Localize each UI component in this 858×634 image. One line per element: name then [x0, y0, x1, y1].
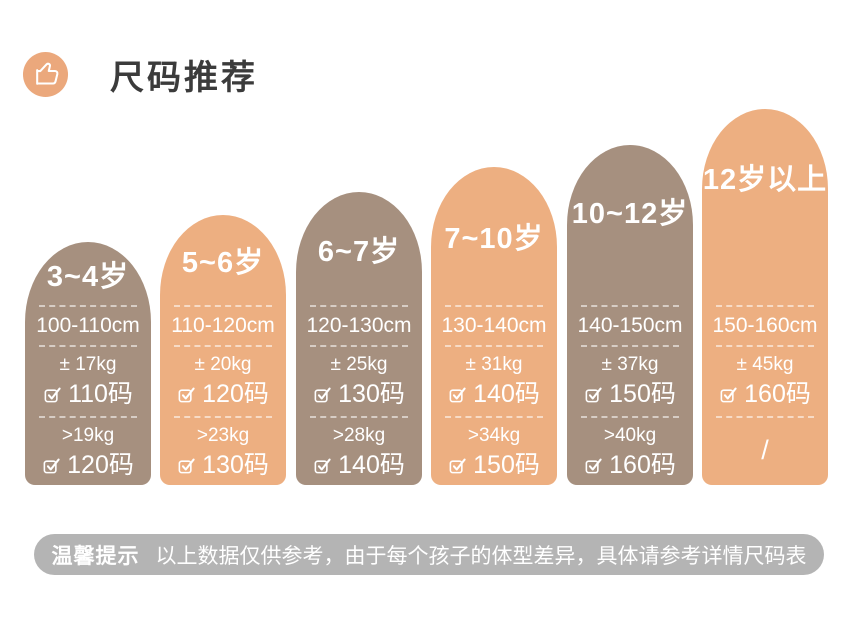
size-pillar-12-plus: 12岁以上 150-160cm ± 45kg 160码 /: [702, 109, 828, 485]
footer-note: 温馨提示 以上数据仅供参考，由于每个孩子的体型差异，具体请参考详情尺码表: [34, 534, 824, 575]
size-primary: 150码: [567, 378, 693, 411]
size-pillar-7-10: 7~10岁 130-140cm ± 31kg 140码 >34kg: [431, 167, 557, 485]
dashed-divider: [581, 345, 679, 347]
size-chart: 3~4岁 100-110cm ± 17kg 110码 >19kg: [25, 109, 828, 485]
height-range: 150-160cm: [712, 314, 818, 337]
age-label: 7~10岁: [444, 223, 544, 255]
page-title: 尺码推荐: [110, 59, 258, 97]
checkbox-icon: [314, 458, 331, 474]
header: 尺码推荐: [22, 50, 258, 99]
size-primary: 110码: [25, 378, 151, 411]
checkbox-icon: [449, 458, 466, 474]
dashed-divider: [445, 345, 543, 347]
weight-secondary: >19kg: [61, 425, 115, 446]
weight-primary: ± 20kg: [194, 354, 252, 375]
size-primary: 140码: [431, 378, 557, 411]
footer-note-text: 以上数据仅供参考，由于每个孩子的体型差异，具体请参考详情尺码表: [155, 544, 807, 568]
weight-primary: ± 37kg: [601, 354, 659, 375]
dashed-divider: [445, 305, 543, 307]
size-primary: 130码: [296, 378, 422, 411]
age-label: 5~6岁: [181, 247, 265, 279]
age-label: 10~12岁: [571, 198, 689, 230]
checkbox-icon: [178, 458, 195, 474]
dashed-divider: [174, 305, 272, 307]
size-secondary: 150码: [431, 449, 557, 482]
footer-note-label: 温馨提示: [51, 544, 140, 568]
checkbox-icon: [44, 387, 61, 403]
thumbs-up-icon: [22, 51, 69, 98]
checkbox-icon: [43, 458, 60, 474]
size-pillar-5-6: 5~6岁 110-120cm ± 20kg 120码 >23kg: [160, 215, 286, 485]
checkbox-icon: [585, 458, 602, 474]
weight-primary: ± 31kg: [465, 354, 523, 375]
size-secondary: 130码: [160, 449, 286, 482]
dashed-divider: [310, 345, 408, 347]
height-range: 130-140cm: [441, 314, 547, 337]
dashed-divider: [174, 345, 272, 347]
checkbox-icon: [449, 387, 466, 403]
height-range: 100-110cm: [36, 314, 140, 337]
size-pillar-6-7: 6~7岁 120-130cm ± 25kg 130码 >28kg: [296, 192, 422, 485]
dashed-divider: [716, 416, 814, 418]
weight-secondary: >23kg: [196, 425, 250, 446]
dashed-divider: [39, 416, 137, 418]
weight-secondary: >40kg: [603, 425, 657, 446]
weight-primary: ± 17kg: [59, 354, 117, 375]
weight-primary: ± 25kg: [330, 354, 388, 375]
dashed-divider: [39, 345, 137, 347]
dashed-divider: [310, 305, 408, 307]
height-range: 140-150cm: [577, 314, 683, 337]
dashed-divider: [174, 416, 272, 418]
size-secondary: 140码: [296, 449, 422, 482]
checkbox-icon: [314, 387, 331, 403]
weight-secondary: >28kg: [332, 425, 386, 446]
dashed-divider: [39, 305, 137, 307]
dashed-divider: [716, 345, 814, 347]
checkbox-icon: [720, 387, 737, 403]
age-label: 6~7岁: [317, 235, 401, 268]
dashed-divider: [716, 305, 814, 307]
age-label: 12岁以上: [702, 164, 828, 196]
dashed-divider: [310, 416, 408, 418]
dashed-divider: [445, 416, 543, 418]
checkbox-icon: [178, 387, 195, 403]
size-primary: 160码: [702, 378, 828, 411]
size-pillar-3-4: 3~4岁 100-110cm ± 17kg 110码 >19kg: [25, 242, 151, 485]
size-secondary: 160码: [567, 449, 693, 482]
dashed-divider: [581, 416, 679, 418]
height-range: 110-120cm: [171, 314, 275, 337]
age-label: 3~4岁: [46, 260, 130, 293]
size-secondary: 120码: [25, 449, 151, 482]
weight-secondary: >34kg: [467, 425, 521, 446]
size-primary: 120码: [160, 378, 286, 411]
height-range: 120-130cm: [306, 314, 412, 337]
checkbox-icon: [585, 387, 602, 403]
dashed-divider: [581, 305, 679, 307]
no-secondary-size: /: [761, 435, 769, 465]
size-pillar-10-12: 10~12岁 140-150cm ± 37kg 150码 >40kg: [567, 145, 693, 485]
weight-primary: ± 45kg: [736, 354, 794, 375]
